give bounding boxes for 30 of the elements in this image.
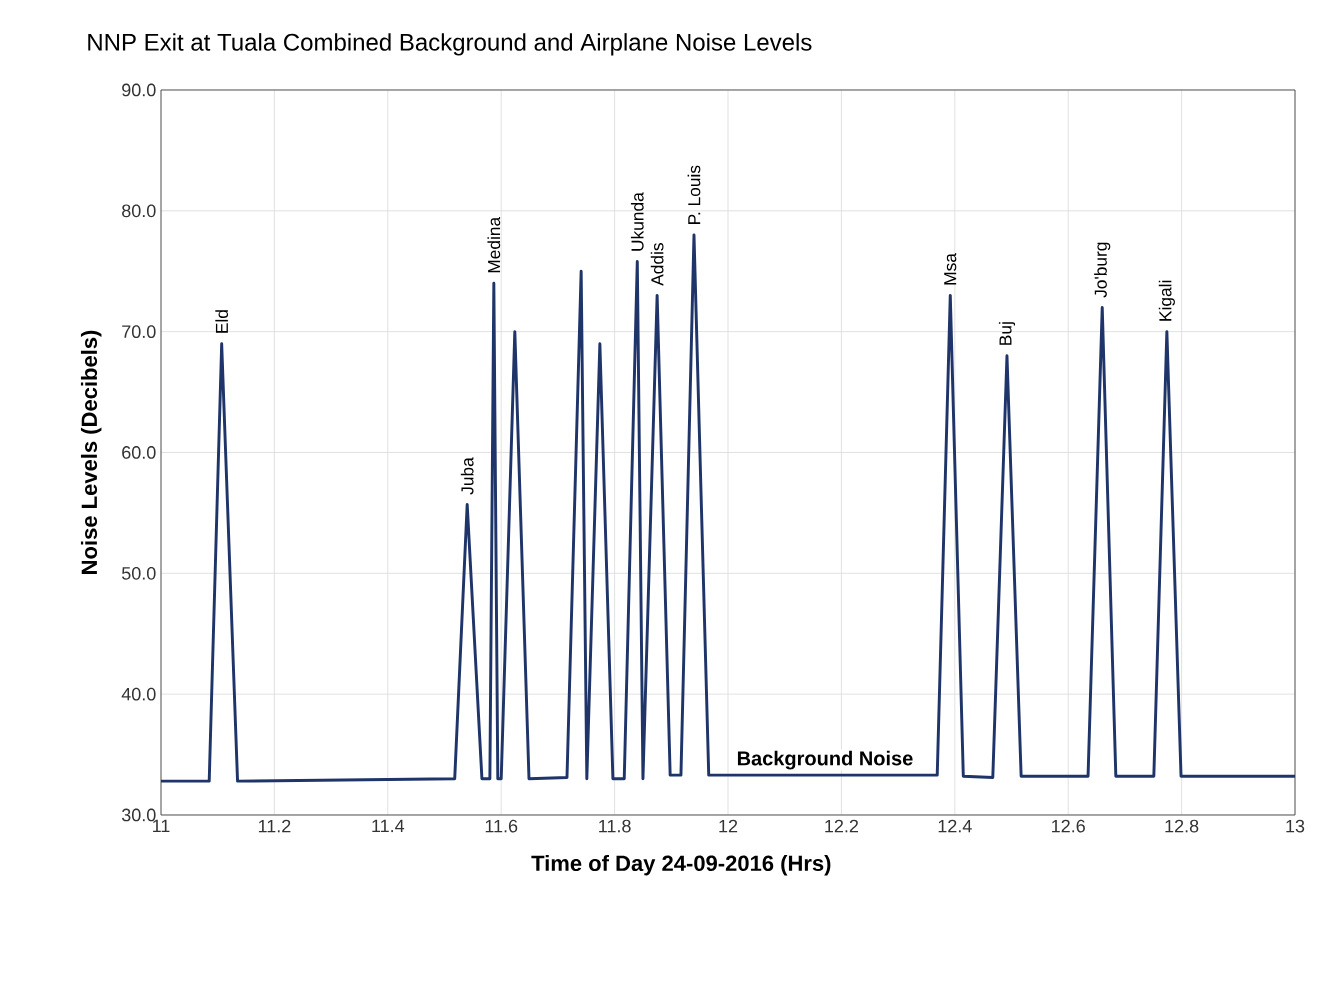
y-tick-label: 50.0 bbox=[121, 566, 156, 580]
annotation: Juba bbox=[460, 457, 474, 495]
x-tick-label: 12.4 bbox=[938, 819, 972, 833]
annotation: Msa bbox=[944, 253, 957, 285]
annotation: P. Louis bbox=[687, 165, 701, 224]
y-tick-label: 80.0 bbox=[122, 204, 156, 218]
x-tick-label: 11.8 bbox=[599, 819, 631, 833]
x-tick-label: 11.6 bbox=[485, 819, 518, 833]
x-tick-label: 12 bbox=[719, 819, 738, 833]
x-tick-label: 11.2 bbox=[258, 819, 291, 833]
chart-title: NNP Exit at Tuala Combined Background and Airplane Noise Levels bbox=[88, 33, 812, 56]
x-tick-label: 11.4 bbox=[372, 819, 405, 833]
annotation: Addis bbox=[650, 243, 664, 286]
x-tick-label: 12.6 bbox=[1052, 819, 1085, 833]
y-tick-label: 60.0 bbox=[122, 446, 156, 459]
x-axis-title: Time of Day 24-09-2016 (Hrs) bbox=[531, 854, 831, 876]
y-tick-label: 90.0 bbox=[122, 83, 156, 97]
x-tick-label: 12.2 bbox=[825, 819, 859, 833]
y-tick-label: 70.0 bbox=[122, 325, 156, 339]
annotation: Medina bbox=[487, 216, 501, 273]
x-tick-label: 13 bbox=[1286, 819, 1305, 833]
annotation: Eld bbox=[215, 310, 229, 333]
y-tick-label: 40.0 bbox=[121, 687, 156, 701]
y-axis-title: Noise Levels (Decibels) bbox=[80, 330, 102, 574]
annotation: Jo'burg bbox=[1094, 242, 1111, 298]
annotation: Buj bbox=[998, 322, 1016, 345]
annotation: Ukunda bbox=[630, 192, 644, 251]
annotation: Background Noise bbox=[737, 750, 913, 770]
x-tick-label: 12.8 bbox=[1165, 819, 1199, 833]
annotation: Kigali bbox=[1158, 280, 1175, 321]
